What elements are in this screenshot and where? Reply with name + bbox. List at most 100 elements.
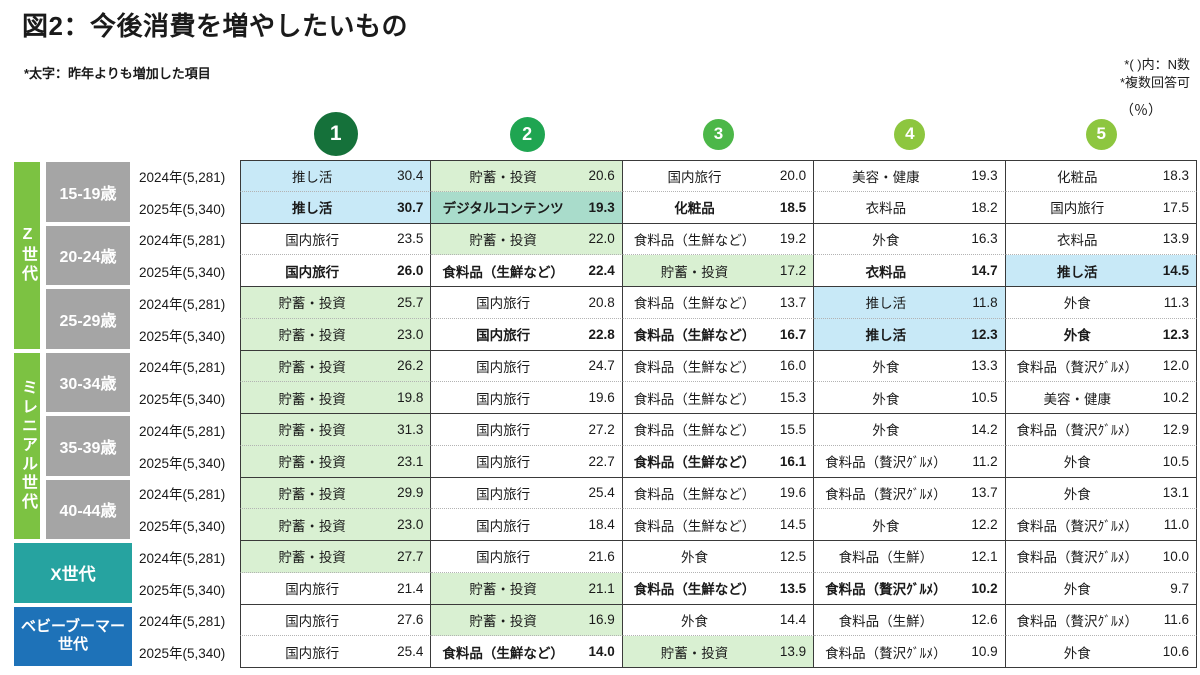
age-group-label: 15-19歳 [46, 162, 130, 222]
year-label: 2025年(5,340) [139, 201, 226, 217]
item-label: 外食 [872, 518, 900, 534]
item-value: 29.9 [397, 485, 424, 501]
item-value: 17.5 [1162, 199, 1189, 215]
rank-cell: 国内旅行 27.2 [431, 414, 623, 446]
item-label: 食料品（生鮮など） [633, 486, 756, 502]
rank-cell: 国内旅行 23.5 [240, 223, 432, 256]
item-value: 14.4 [779, 612, 807, 628]
rank-cell: 食料品（贅沢ｸﾞﾙﾒ） 12.9 [1005, 414, 1197, 446]
generation-label: Z世代 [14, 162, 40, 349]
item-label: 貯蓄・投資 [278, 359, 346, 375]
rank-cell: 外食 12.3 [1005, 318, 1197, 351]
rank-cell: 美容・健康 10.2 [1005, 382, 1197, 414]
year-label: 2025年(5,340) [139, 265, 226, 281]
rank-cell: 国内旅行 19.6 [431, 382, 623, 414]
rank-cell: 食料品（生鮮） 12.6 [814, 604, 1006, 637]
item-label: 貯蓄・投資 [278, 296, 346, 312]
item-label: 国内旅行 [285, 582, 340, 598]
item-value: 15.5 [779, 421, 807, 437]
item-label: 食料品（贅沢ｸﾞﾙﾒ） [825, 645, 947, 661]
item-value: 18.3 [1162, 168, 1189, 184]
year-label: 2024年(5,281) [139, 360, 226, 376]
item-label: 推し活 [865, 328, 907, 344]
rank-cell: 推し活 12.3 [814, 318, 1006, 351]
item-label: 貯蓄・投資 [278, 550, 346, 566]
item-value: 23.0 [397, 326, 424, 342]
item-value: 19.6 [779, 485, 807, 501]
item-value: 12.6 [971, 612, 998, 628]
item-value: 16.1 [779, 453, 807, 469]
rank-cell: 外食 11.3 [1005, 287, 1197, 319]
item-label: 推し活 [865, 296, 907, 312]
year-label: 2025年(5,340) [139, 392, 226, 408]
item-label: デジタルコンテンツ [442, 201, 564, 217]
item-value: 11.8 [972, 294, 998, 310]
item-label: 食料品（生鮮など） [633, 391, 756, 407]
rank-cell: 国内旅行 25.4 [431, 477, 623, 510]
item-value: 27.7 [397, 548, 424, 564]
item-value: 13.9 [1162, 231, 1189, 247]
item-label: 国内旅行 [476, 359, 531, 375]
item-label: 国内旅行 [285, 613, 340, 629]
rank-cell: 貯蓄・投資 31.3 [240, 414, 432, 446]
item-label: 食料品（贅沢ｸﾞﾙﾒ） [825, 582, 947, 598]
rank-cell: 衣料品 13.9 [1005, 223, 1197, 256]
item-value: 26.2 [397, 358, 424, 374]
rank-header-row: 1 2 3 4 5 [14, 110, 1197, 158]
rank-cell: 衣料品 18.2 [814, 191, 1006, 224]
item-value: 14.0 [588, 644, 615, 660]
item-label: 外食 [680, 550, 708, 566]
rank-1-badge: 1 [313, 112, 358, 156]
item-label: 外食 [872, 232, 900, 248]
item-label: 国内旅行 [476, 486, 531, 502]
rank-cell: 食料品（贅沢ｸﾞﾙﾒ） 10.9 [814, 636, 1006, 668]
item-label: 化粧品 [674, 201, 715, 217]
year-label: 2025年(5,340) [139, 646, 226, 662]
item-label: 食料品（生鮮など） [633, 518, 756, 534]
age-group-label: 25-29歳 [46, 289, 130, 349]
rank-cell: 食料品（生鮮など） 19.6 [622, 477, 815, 510]
item-value: 13.1 [1162, 485, 1189, 501]
rank-cell: 貯蓄・投資 29.9 [240, 477, 432, 510]
item-value: 13.9 [779, 644, 807, 660]
rank-cell: 外食 12.5 [622, 541, 815, 573]
item-label: 国内旅行 [285, 645, 340, 661]
item-label: 外食 [872, 391, 900, 407]
rank-circle-slot: 2 [431, 110, 622, 158]
rank-cell: 外食 9.7 [1005, 572, 1197, 605]
item-value: 18.5 [779, 199, 807, 215]
rank-cell: 貯蓄・投資 20.6 [431, 160, 623, 192]
item-label: 食料品（贅沢ｸﾞﾙﾒ） [1016, 550, 1139, 566]
rank-cell: 国内旅行 20.0 [622, 160, 815, 192]
item-value: 12.1 [971, 548, 998, 564]
item-value: 23.1 [397, 453, 424, 469]
rank-cell: 国内旅行 26.0 [240, 255, 432, 287]
item-value: 19.3 [971, 168, 998, 184]
item-value: 22.8 [588, 326, 615, 342]
page-title: 図2：今後消費を増やしたいもの [22, 11, 408, 41]
item-value: 26.0 [397, 263, 424, 279]
rank-cell: 外食 10.5 [814, 382, 1006, 414]
rank-cell: 外食 13.3 [814, 350, 1006, 383]
item-value: 27.6 [397, 612, 424, 628]
item-label: 国内旅行 [476, 518, 531, 534]
item-value: 19.3 [588, 199, 615, 215]
rank-cell: 化粧品 18.5 [622, 191, 815, 224]
item-label: 国内旅行 [1050, 201, 1105, 217]
rank-cell: 国内旅行 17.5 [1005, 191, 1197, 224]
rank-cell: 貯蓄・投資 13.9 [622, 636, 815, 668]
item-value: 30.7 [397, 199, 424, 215]
item-value: 19.2 [779, 231, 807, 247]
item-label: 国内旅行 [476, 423, 531, 439]
item-label: 貯蓄・投資 [278, 486, 346, 502]
item-value: 10.9 [971, 644, 998, 660]
item-value: 11.0 [1163, 517, 1189, 533]
item-label: 外食 [1063, 582, 1091, 598]
item-label: 化粧品 [1057, 169, 1098, 185]
rank-3-badge: 3 [702, 118, 734, 150]
rank-cell: 食料品（生鮮） 12.1 [814, 541, 1006, 573]
rank-cell: 食料品（贅沢ｸﾞﾙﾒ） 11.6 [1005, 604, 1197, 637]
rank-cell: 国内旅行 20.8 [431, 287, 623, 319]
item-value: 22.7 [588, 453, 615, 469]
item-value: 22.4 [588, 263, 615, 279]
